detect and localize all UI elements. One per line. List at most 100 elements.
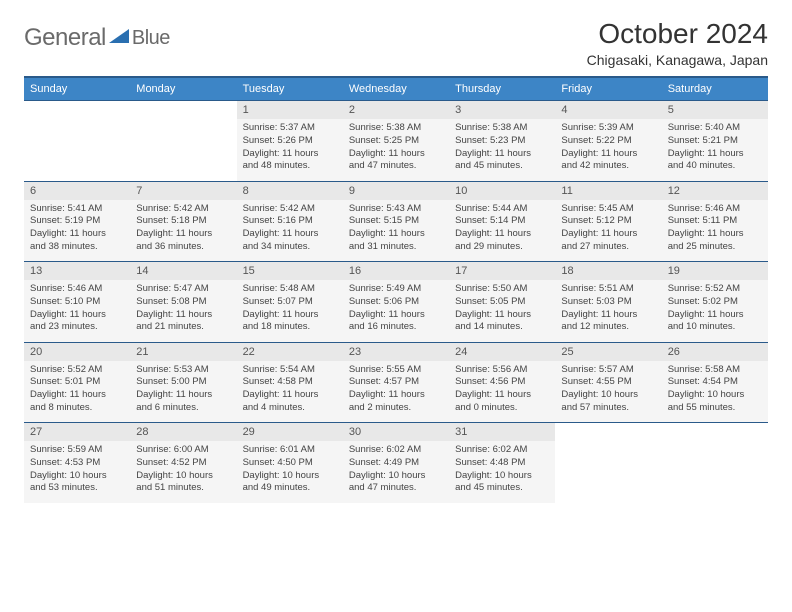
sunset-text: Sunset: 5:21 PM	[668, 135, 762, 148]
dl2-text: and 27 minutes.	[561, 241, 655, 254]
sunset-text: Sunset: 5:22 PM	[561, 135, 655, 148]
sunrise-text: Sunrise: 5:43 AM	[349, 203, 443, 216]
day-number: 4	[561, 104, 567, 116]
day-detail-cell: Sunrise: 5:51 AMSunset: 5:03 PMDaylight:…	[555, 280, 661, 342]
dl2-text: and 45 minutes.	[455, 482, 549, 495]
dl1-text: Daylight: 10 hours	[243, 470, 337, 483]
day-number: 20	[30, 346, 42, 358]
dl1-text: Daylight: 11 hours	[243, 309, 337, 322]
day-number-cell	[24, 101, 130, 120]
day-number-row: 12345	[24, 101, 768, 120]
sunset-text: Sunset: 4:58 PM	[243, 376, 337, 389]
dl1-text: Daylight: 11 hours	[243, 389, 337, 402]
day-header: Saturday	[662, 77, 768, 101]
day-number: 5	[668, 104, 674, 116]
day-number-cell: 1	[237, 101, 343, 120]
sunset-text: Sunset: 4:48 PM	[455, 457, 549, 470]
day-detail-cell	[130, 119, 236, 181]
day-detail-cell: Sunrise: 5:38 AMSunset: 5:25 PMDaylight:…	[343, 119, 449, 181]
day-number-cell: 6	[24, 181, 130, 200]
dl2-text: and 47 minutes.	[349, 160, 443, 173]
month-title: October 2024	[587, 18, 768, 50]
sunrise-text: Sunrise: 5:42 AM	[243, 203, 337, 216]
day-detail-cell: Sunrise: 6:02 AMSunset: 4:48 PMDaylight:…	[449, 441, 555, 503]
day-detail-cell: Sunrise: 5:48 AMSunset: 5:07 PMDaylight:…	[237, 280, 343, 342]
day-header: Tuesday	[237, 77, 343, 101]
day-number: 1	[243, 104, 249, 116]
sunset-text: Sunset: 5:18 PM	[136, 215, 230, 228]
sunrise-text: Sunrise: 5:52 AM	[30, 364, 124, 377]
day-number: 8	[243, 185, 249, 197]
day-detail-cell: Sunrise: 5:53 AMSunset: 5:00 PMDaylight:…	[130, 361, 236, 423]
dl2-text: and 14 minutes.	[455, 321, 549, 334]
dl1-text: Daylight: 11 hours	[30, 309, 124, 322]
dl2-text: and 51 minutes.	[136, 482, 230, 495]
dl1-text: Daylight: 11 hours	[561, 309, 655, 322]
sunrise-text: Sunrise: 5:55 AM	[349, 364, 443, 377]
day-number-cell: 13	[24, 262, 130, 281]
sunrise-text: Sunrise: 5:46 AM	[668, 203, 762, 216]
day-number: 10	[455, 185, 467, 197]
sunrise-text: Sunrise: 5:49 AM	[349, 283, 443, 296]
sunrise-text: Sunrise: 6:00 AM	[136, 444, 230, 457]
dl1-text: Daylight: 11 hours	[349, 389, 443, 402]
sunset-text: Sunset: 4:53 PM	[30, 457, 124, 470]
day-number: 15	[243, 265, 255, 277]
day-number-cell: 8	[237, 181, 343, 200]
day-number: 19	[668, 265, 680, 277]
sunset-text: Sunset: 5:00 PM	[136, 376, 230, 389]
dl2-text: and 16 minutes.	[349, 321, 443, 334]
dl1-text: Daylight: 10 hours	[30, 470, 124, 483]
dl1-text: Daylight: 11 hours	[455, 389, 549, 402]
day-detail-cell: Sunrise: 5:52 AMSunset: 5:02 PMDaylight:…	[662, 280, 768, 342]
day-number: 29	[243, 426, 255, 438]
day-number-row: 2728293031	[24, 423, 768, 442]
day-detail-cell: Sunrise: 6:02 AMSunset: 4:49 PMDaylight:…	[343, 441, 449, 503]
dl1-text: Daylight: 11 hours	[243, 148, 337, 161]
sunset-text: Sunset: 5:07 PM	[243, 296, 337, 309]
day-header: Friday	[555, 77, 661, 101]
day-number: 27	[30, 426, 42, 438]
dl1-text: Daylight: 10 hours	[136, 470, 230, 483]
day-number-cell: 21	[130, 342, 236, 361]
dl2-text: and 34 minutes.	[243, 241, 337, 254]
day-detail-cell: Sunrise: 5:45 AMSunset: 5:12 PMDaylight:…	[555, 200, 661, 262]
day-number-cell: 24	[449, 342, 555, 361]
sunset-text: Sunset: 5:10 PM	[30, 296, 124, 309]
sunrise-text: Sunrise: 5:51 AM	[561, 283, 655, 296]
day-detail-cell: Sunrise: 5:49 AMSunset: 5:06 PMDaylight:…	[343, 280, 449, 342]
day-number-row: 13141516171819	[24, 262, 768, 281]
dl2-text: and 42 minutes.	[561, 160, 655, 173]
sunrise-text: Sunrise: 5:39 AM	[561, 122, 655, 135]
day-number-cell: 14	[130, 262, 236, 281]
day-number-cell: 16	[343, 262, 449, 281]
sunrise-text: Sunrise: 6:02 AM	[455, 444, 549, 457]
day-number: 13	[30, 265, 42, 277]
day-detail-cell: Sunrise: 5:58 AMSunset: 4:54 PMDaylight:…	[662, 361, 768, 423]
day-number-cell: 4	[555, 101, 661, 120]
sunrise-text: Sunrise: 5:45 AM	[561, 203, 655, 216]
day-detail-cell: Sunrise: 5:46 AMSunset: 5:11 PMDaylight:…	[662, 200, 768, 262]
day-detail-cell: Sunrise: 5:55 AMSunset: 4:57 PMDaylight:…	[343, 361, 449, 423]
sunrise-text: Sunrise: 5:50 AM	[455, 283, 549, 296]
day-detail-cell: Sunrise: 5:59 AMSunset: 4:53 PMDaylight:…	[24, 441, 130, 503]
dl1-text: Daylight: 10 hours	[561, 389, 655, 402]
day-number: 30	[349, 426, 361, 438]
day-number-cell: 20	[24, 342, 130, 361]
day-detail-cell	[662, 441, 768, 503]
day-detail-cell: Sunrise: 5:57 AMSunset: 4:55 PMDaylight:…	[555, 361, 661, 423]
dl2-text: and 12 minutes.	[561, 321, 655, 334]
day-detail-cell	[555, 441, 661, 503]
header-bar: General Blue October 2024 Chigasaki, Kan…	[24, 18, 768, 68]
day-number-cell: 29	[237, 423, 343, 442]
day-number-cell: 11	[555, 181, 661, 200]
logo-text-blue: Blue	[132, 29, 170, 47]
dl2-text: and 29 minutes.	[455, 241, 549, 254]
sunrise-text: Sunrise: 5:40 AM	[668, 122, 762, 135]
day-number-cell	[662, 423, 768, 442]
dl2-text: and 8 minutes.	[30, 402, 124, 415]
day-detail-cell: Sunrise: 5:42 AMSunset: 5:18 PMDaylight:…	[130, 200, 236, 262]
sunset-text: Sunset: 4:54 PM	[668, 376, 762, 389]
dl2-text: and 53 minutes.	[30, 482, 124, 495]
sunrise-text: Sunrise: 6:02 AM	[349, 444, 443, 457]
